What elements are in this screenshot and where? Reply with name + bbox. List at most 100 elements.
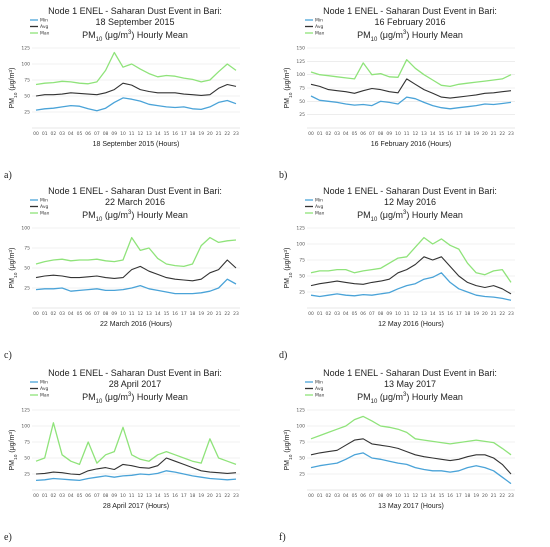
chart-subtitle-part: PM [82,392,96,402]
panel-label: a) [4,170,12,181]
y-axis-label-part-4: ) [284,429,291,431]
chart-subtitle-part: 3 [403,30,407,36]
x-tick-label: 04 [68,131,74,137]
legend-label: Avg [315,386,323,392]
y-tick-label: 125 [296,408,305,414]
x-tick-label: 01 [317,493,323,499]
legend-label: Avg [315,24,323,30]
x-tick-label: 08 [378,311,384,317]
x-tick-label: 01 [317,311,323,317]
legend-label: Avg [40,386,48,392]
y-tick-label: 25 [24,110,30,116]
x-tick-label: 23 [233,131,239,137]
y-axis-label-part-1: 10 [13,272,19,278]
x-tick-label: 13 [421,131,427,137]
chart-subtitle-part: 10 [370,216,378,223]
y-axis-label-part-0: PM [284,460,291,471]
y-tick-label: 25 [299,472,305,478]
y-axis-label-part-1: 10 [13,92,19,98]
x-tick-label: 05 [77,131,83,137]
x-tick-label: 21 [216,311,222,317]
x-tick-label: 21 [491,131,497,137]
x-tick-label: 16 [172,131,178,137]
x-tick-label: 09 [111,311,117,317]
x-tick-label: 18 [465,131,471,137]
x-tick-label: 13 [146,311,152,317]
y-tick-label: 125 [296,59,305,65]
legend-label: Max [40,393,50,399]
x-tick-label: 02 [326,311,332,317]
x-tick-label: 12 [137,493,143,499]
x-tick-label: 00 [308,493,314,499]
x-tick-label: 19 [198,311,204,317]
x-tick-label: 22 [224,493,230,499]
legend-label: Avg [315,204,323,210]
x-tick-label: 00 [33,311,39,317]
panel-label: e) [4,532,12,543]
y-axis-label: PM10 (μg/m3) [283,67,294,108]
y-axis-label-part-3: 3 [283,432,289,435]
series-line-avg [35,457,237,476]
y-axis-label: PM10 (μg/m3) [8,247,19,288]
chart-title-line: Node 1 ENEL - Saharan Dust Event in Bari… [323,186,497,196]
chart-title-line: Node 1 ENEL - Saharan Dust Event in Bari… [48,368,222,378]
chart-subtitle-part: 3 [128,30,132,36]
x-tick-label: 04 [68,311,74,317]
y-tick-label: 125 [296,226,305,232]
x-tick-label: 04 [343,131,349,137]
x-tick-label: 08 [103,311,109,317]
x-tick-label: 03 [59,131,65,137]
x-tick-label: 19 [473,493,479,499]
y-axis-label-part-1: 10 [288,92,294,98]
x-tick-label: 09 [386,131,392,137]
x-tick-label: 07 [369,131,375,137]
legend-label: Min [315,18,323,24]
series-line-max [310,59,512,88]
legend-label: Min [40,198,48,204]
chart-subtitle: PM10 (μg/m3) Hourly Mean [357,392,463,405]
x-tick-label: 16 [447,493,453,499]
x-tick-label: 07 [94,493,100,499]
y-axis-label-part-4: ) [9,247,16,249]
x-tick-label: 03 [59,311,65,317]
y-tick-label: 75 [24,78,30,84]
chart-title-line: 22 March 2016 [104,197,166,207]
x-axis-label: 18 September 2015 (Hours) [93,141,180,148]
y-tick-label: 125 [21,408,30,414]
x-tick-label: 21 [491,311,497,317]
x-tick-label: 15 [164,131,170,137]
y-axis-label: PM10 (μg/m3) [283,429,294,470]
chart-title-line: Node 1 ENEL - Saharan Dust Event in Bari… [323,6,497,16]
chart-subtitle-part: ) Hourly Mean [131,392,188,402]
x-tick-label: 16 [447,311,453,317]
x-axis-label: 28 April 2017 (Hours) [103,503,169,510]
x-tick-label: 10 [395,311,401,317]
x-tick-label: 10 [120,311,126,317]
y-tick-label: 25 [24,472,30,478]
x-tick-label: 00 [33,131,39,137]
x-tick-label: 05 [77,493,83,499]
x-tick-label: 13 [146,131,152,137]
y-axis-label-part-0: PM [9,460,16,471]
x-axis-label: 22 March 2016 (Hours) [100,321,172,328]
x-tick-label: 11 [404,131,410,137]
x-axis-label: 12 May 2016 (Hours) [378,321,444,328]
x-tick-label: 06 [360,311,366,317]
x-tick-label: 10 [395,493,401,499]
y-axis-label-part-1: 10 [288,454,294,460]
chart-subtitle: PM10 (μg/m3) Hourly Mean [82,210,188,223]
chart-subtitle-part: ) Hourly Mean [406,30,463,40]
series-line-avg [35,259,237,282]
y-tick-label: 100 [296,242,305,248]
x-tick-label: 09 [111,493,117,499]
series-line-avg [310,78,512,99]
y-axis-label-part-3: 3 [283,250,289,253]
chart-subtitle-part: (μg/m [102,30,128,40]
chart-subtitle-part: ) Hourly Mean [406,392,463,402]
chart-subtitle-part: 3 [403,210,407,216]
